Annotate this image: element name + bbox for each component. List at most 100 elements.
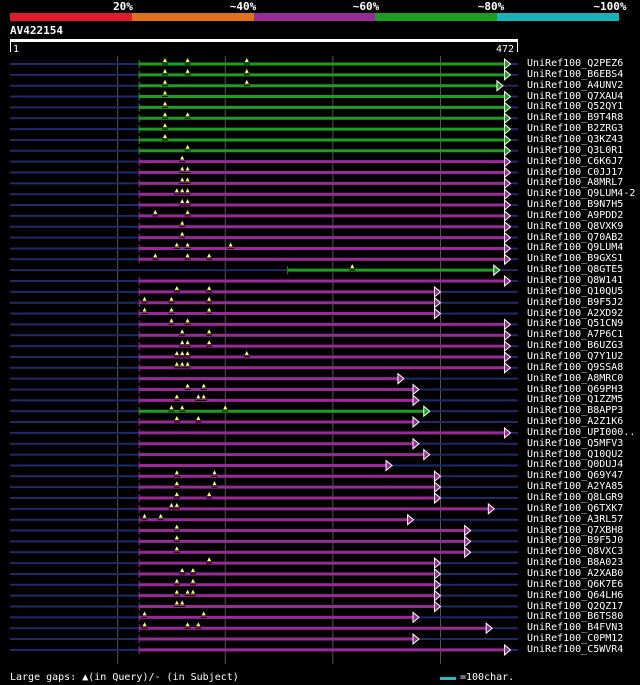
hit-label-link[interactable]: UniRef100_B9N7H5 bbox=[527, 199, 624, 211]
hit-end-arrow-icon bbox=[434, 285, 442, 298]
query-gap-marker-icon bbox=[207, 557, 212, 562]
hit-end-arrow-icon bbox=[434, 578, 442, 591]
hit-end-arrow-icon bbox=[464, 546, 472, 559]
hit-label-link[interactable]: UniRef100_Q10QU2 bbox=[527, 448, 624, 460]
hit-end-arrow-icon bbox=[434, 600, 442, 613]
hit-label-link[interactable]: UniRef100_UPI000.. bbox=[527, 426, 636, 438]
hit-label-link[interactable]: UniRef100_B2ZRG3 bbox=[527, 123, 624, 135]
query-gap-marker-icon bbox=[174, 242, 179, 247]
scale-seg-20 bbox=[10, 13, 132, 21]
query-gap-marker-icon bbox=[180, 166, 185, 171]
query-gap-marker-icon bbox=[185, 253, 190, 258]
query-gap-marker-icon bbox=[201, 383, 206, 388]
query-gap-marker-icon bbox=[174, 350, 179, 355]
query-gap-marker-icon bbox=[207, 253, 212, 258]
query-gap-marker-icon bbox=[190, 578, 195, 583]
hit-label-link[interactable]: UniRef100_Q6TXK7 bbox=[527, 502, 624, 514]
hit-label-link[interactable]: UniRef100_A8MRL7 bbox=[527, 177, 624, 189]
query-gap-marker-icon bbox=[180, 188, 185, 193]
hit-label-link[interactable]: UniRef100_Q10QU5 bbox=[527, 285, 624, 297]
hit-label-link[interactable]: UniRef100_A2YA85 bbox=[527, 481, 624, 493]
hit-label-link[interactable]: UniRef100_Q9LUM4 bbox=[527, 242, 624, 254]
hit-label-link[interactable]: UniRef100_Q7XBH8 bbox=[527, 524, 624, 536]
hit-label-link[interactable]: UniRef100_C6K6J7 bbox=[527, 155, 624, 167]
hit-label-link[interactable]: UniRef100_B9F5J0 bbox=[527, 535, 624, 547]
hit-end-arrow-icon bbox=[423, 448, 431, 461]
query-gap-marker-icon bbox=[190, 567, 195, 572]
hit-label-link[interactable]: UniRef100_Q0DUJ4 bbox=[527, 459, 624, 471]
hit-end-arrow-icon bbox=[503, 643, 512, 656]
hit-label-link[interactable]: UniRef100_Q7Y1U2 bbox=[527, 350, 624, 362]
query-gap-marker-icon bbox=[190, 589, 195, 594]
hit-end-arrow-icon bbox=[412, 415, 420, 429]
hit-label-link[interactable]: UniRef100_B8A023 bbox=[527, 557, 624, 569]
query-gap-marker-icon bbox=[212, 481, 217, 486]
hit-label-link[interactable]: UniRef100_Q70AB2 bbox=[527, 231, 624, 243]
hit-label-link[interactable]: UniRef100_Q52QY1 bbox=[527, 101, 624, 113]
hit-end-arrow-icon bbox=[503, 123, 512, 136]
hit-label-link[interactable]: UniRef100_B9F5J2 bbox=[527, 296, 624, 308]
hit-end-arrow-icon bbox=[503, 155, 512, 168]
hit-label-link[interactable]: UniRef100_A9PDD2 bbox=[527, 209, 624, 221]
hit-label-link[interactable]: UniRef100_C5WVR4 bbox=[527, 643, 624, 655]
hit-label-link[interactable]: UniRef100_A8MRC0 bbox=[527, 372, 624, 384]
query-gap-marker-icon bbox=[223, 405, 228, 410]
hit-end-arrow-icon bbox=[397, 372, 405, 385]
hit-label-link[interactable]: UniRef100_Q9LUM4-2 bbox=[527, 188, 636, 200]
hit-label-link[interactable]: UniRef100_A2XD92 bbox=[527, 307, 624, 319]
hit-end-arrow-icon bbox=[464, 524, 472, 537]
query-gap-marker-icon bbox=[162, 112, 167, 117]
hit-label-link[interactable]: UniRef100_A2XAB0 bbox=[527, 567, 624, 579]
hit-label-link[interactable]: UniRef100_Q7XAU4 bbox=[527, 90, 624, 102]
hit-label-link[interactable]: UniRef100_B9GXS1 bbox=[527, 253, 624, 265]
hit-label-link[interactable]: UniRef100_Q69PH3 bbox=[527, 383, 624, 395]
hit-label-link[interactable]: UniRef100_Q2PEZ6 bbox=[527, 58, 624, 69]
scale-label-80: ~80% bbox=[477, 0, 505, 13]
hit-label-link[interactable]: UniRef100_C0PM12 bbox=[527, 633, 624, 645]
hit-end-arrow-icon bbox=[434, 557, 442, 570]
hit-end-arrow-icon bbox=[487, 502, 496, 515]
hit-end-arrow-icon bbox=[434, 307, 442, 320]
hit-label-link[interactable]: UniRef100_B8APP3 bbox=[527, 405, 624, 417]
hit-label-link[interactable]: UniRef100_B4FVN3 bbox=[527, 622, 624, 634]
hit-label-link[interactable]: UniRef100_Q8LGR9 bbox=[527, 492, 624, 503]
hit-label-link[interactable]: UniRef100_C0JJ17 bbox=[527, 166, 624, 178]
query-gap-marker-icon bbox=[185, 58, 190, 62]
hit-label-link[interactable]: UniRef100_Q8GTE5 bbox=[527, 264, 624, 276]
hit-end-arrow-icon bbox=[503, 68, 512, 81]
hit-label-link[interactable]: UniRef100_Q64LH6 bbox=[527, 589, 624, 601]
hit-label-link[interactable]: UniRef100_A7P6C1 bbox=[527, 329, 624, 341]
hit-label-link[interactable]: UniRef100_Q3L0R1 bbox=[527, 144, 624, 156]
hit-label-link[interactable]: UniRef100_Q3KZ43 bbox=[527, 133, 624, 145]
hit-label-link[interactable]: UniRef100_Q1ZZM5 bbox=[527, 394, 624, 406]
hit-label-link[interactable]: UniRef100_Q2QZ17 bbox=[527, 600, 624, 612]
query-gap-marker-icon bbox=[244, 350, 249, 355]
query-start-label: 1 bbox=[13, 44, 20, 55]
hit-label-link[interactable]: UniRef100_B9T4R8 bbox=[527, 112, 624, 124]
scale-seg-80 bbox=[375, 13, 498, 21]
hit-label-link[interactable]: UniRef100_B6TS80 bbox=[527, 611, 624, 623]
query-gap-marker-icon bbox=[244, 68, 249, 73]
hit-label-link[interactable]: UniRef100_Q8VXC3 bbox=[527, 546, 624, 558]
hit-label-link[interactable]: UniRef100_Q6K7E6 bbox=[527, 578, 624, 590]
hit-label-link[interactable]: UniRef100_Q9SSA8 bbox=[527, 361, 624, 373]
hit-label-link[interactable]: UniRef100_A4UNV2 bbox=[527, 79, 624, 91]
hit-label-link[interactable]: UniRef100_Q51CN9 bbox=[527, 318, 624, 330]
hit-end-arrow-icon bbox=[503, 361, 512, 374]
query-gap-marker-icon bbox=[180, 220, 185, 225]
hit-label-link[interactable]: UniRef100_A3RL57 bbox=[527, 513, 624, 525]
query-gap-marker-icon bbox=[174, 492, 179, 496]
hit-label-link[interactable]: UniRef100_Q8W141 bbox=[527, 275, 624, 286]
query-gap-marker-icon bbox=[180, 329, 185, 334]
hit-label-link[interactable]: UniRef100_A2Z1K6 bbox=[527, 416, 624, 428]
hit-label-link[interactable]: UniRef100_B6UZG3 bbox=[527, 340, 624, 352]
hit-end-arrow-icon bbox=[503, 253, 512, 266]
hit-label-link[interactable]: UniRef100_Q5MFV3 bbox=[527, 437, 624, 449]
hit-label-link[interactable]: UniRef100_Q69Y47 bbox=[527, 470, 624, 482]
hit-label-link[interactable]: UniRef100_B6EBS4 bbox=[527, 68, 624, 80]
hit-end-arrow-icon bbox=[503, 220, 512, 233]
hit-label-link[interactable]: UniRef100_Q8VXK9 bbox=[527, 220, 624, 232]
hit-end-arrow-icon bbox=[503, 177, 512, 190]
query-id: AV422154 bbox=[10, 24, 63, 37]
